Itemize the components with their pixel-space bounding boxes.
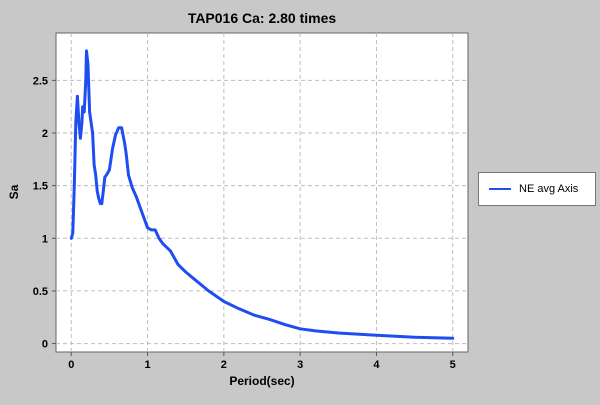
chart-title: TAP016 Ca: 2.80 times bbox=[188, 10, 337, 26]
x-tick-label: 5 bbox=[450, 359, 456, 371]
y-tick-label: 1.5 bbox=[33, 181, 48, 193]
x-tick-label: 3 bbox=[297, 359, 303, 371]
y-tick-label: 1 bbox=[42, 233, 48, 245]
grid-lines bbox=[56, 33, 468, 352]
x-tick-label: 1 bbox=[144, 359, 150, 371]
x-axis-label: Period(sec) bbox=[229, 374, 294, 388]
legend-label: NE avg Axis bbox=[519, 183, 579, 195]
x-tick-label: 4 bbox=[373, 359, 380, 371]
y-tick-label: 0 bbox=[42, 339, 48, 351]
y-tick-label: 2.5 bbox=[33, 75, 48, 87]
legend: NE avg Axis bbox=[478, 172, 596, 206]
y-tick-label: 2 bbox=[42, 128, 48, 140]
y-axis-label: Sa bbox=[7, 184, 21, 199]
x-tick-label: 0 bbox=[68, 359, 74, 371]
legend-swatch bbox=[489, 188, 511, 190]
plot-area bbox=[55, 32, 469, 353]
series-line-ne-avg-axis bbox=[69, 49, 455, 340]
x-tick-label: 2 bbox=[221, 359, 227, 371]
series-layer bbox=[69, 49, 455, 340]
axis-ticks: 0 1 2 3 4 5 0 0.5 1 1.5 2 2.5 bbox=[33, 75, 456, 371]
y-tick-label: 0.5 bbox=[33, 286, 48, 298]
